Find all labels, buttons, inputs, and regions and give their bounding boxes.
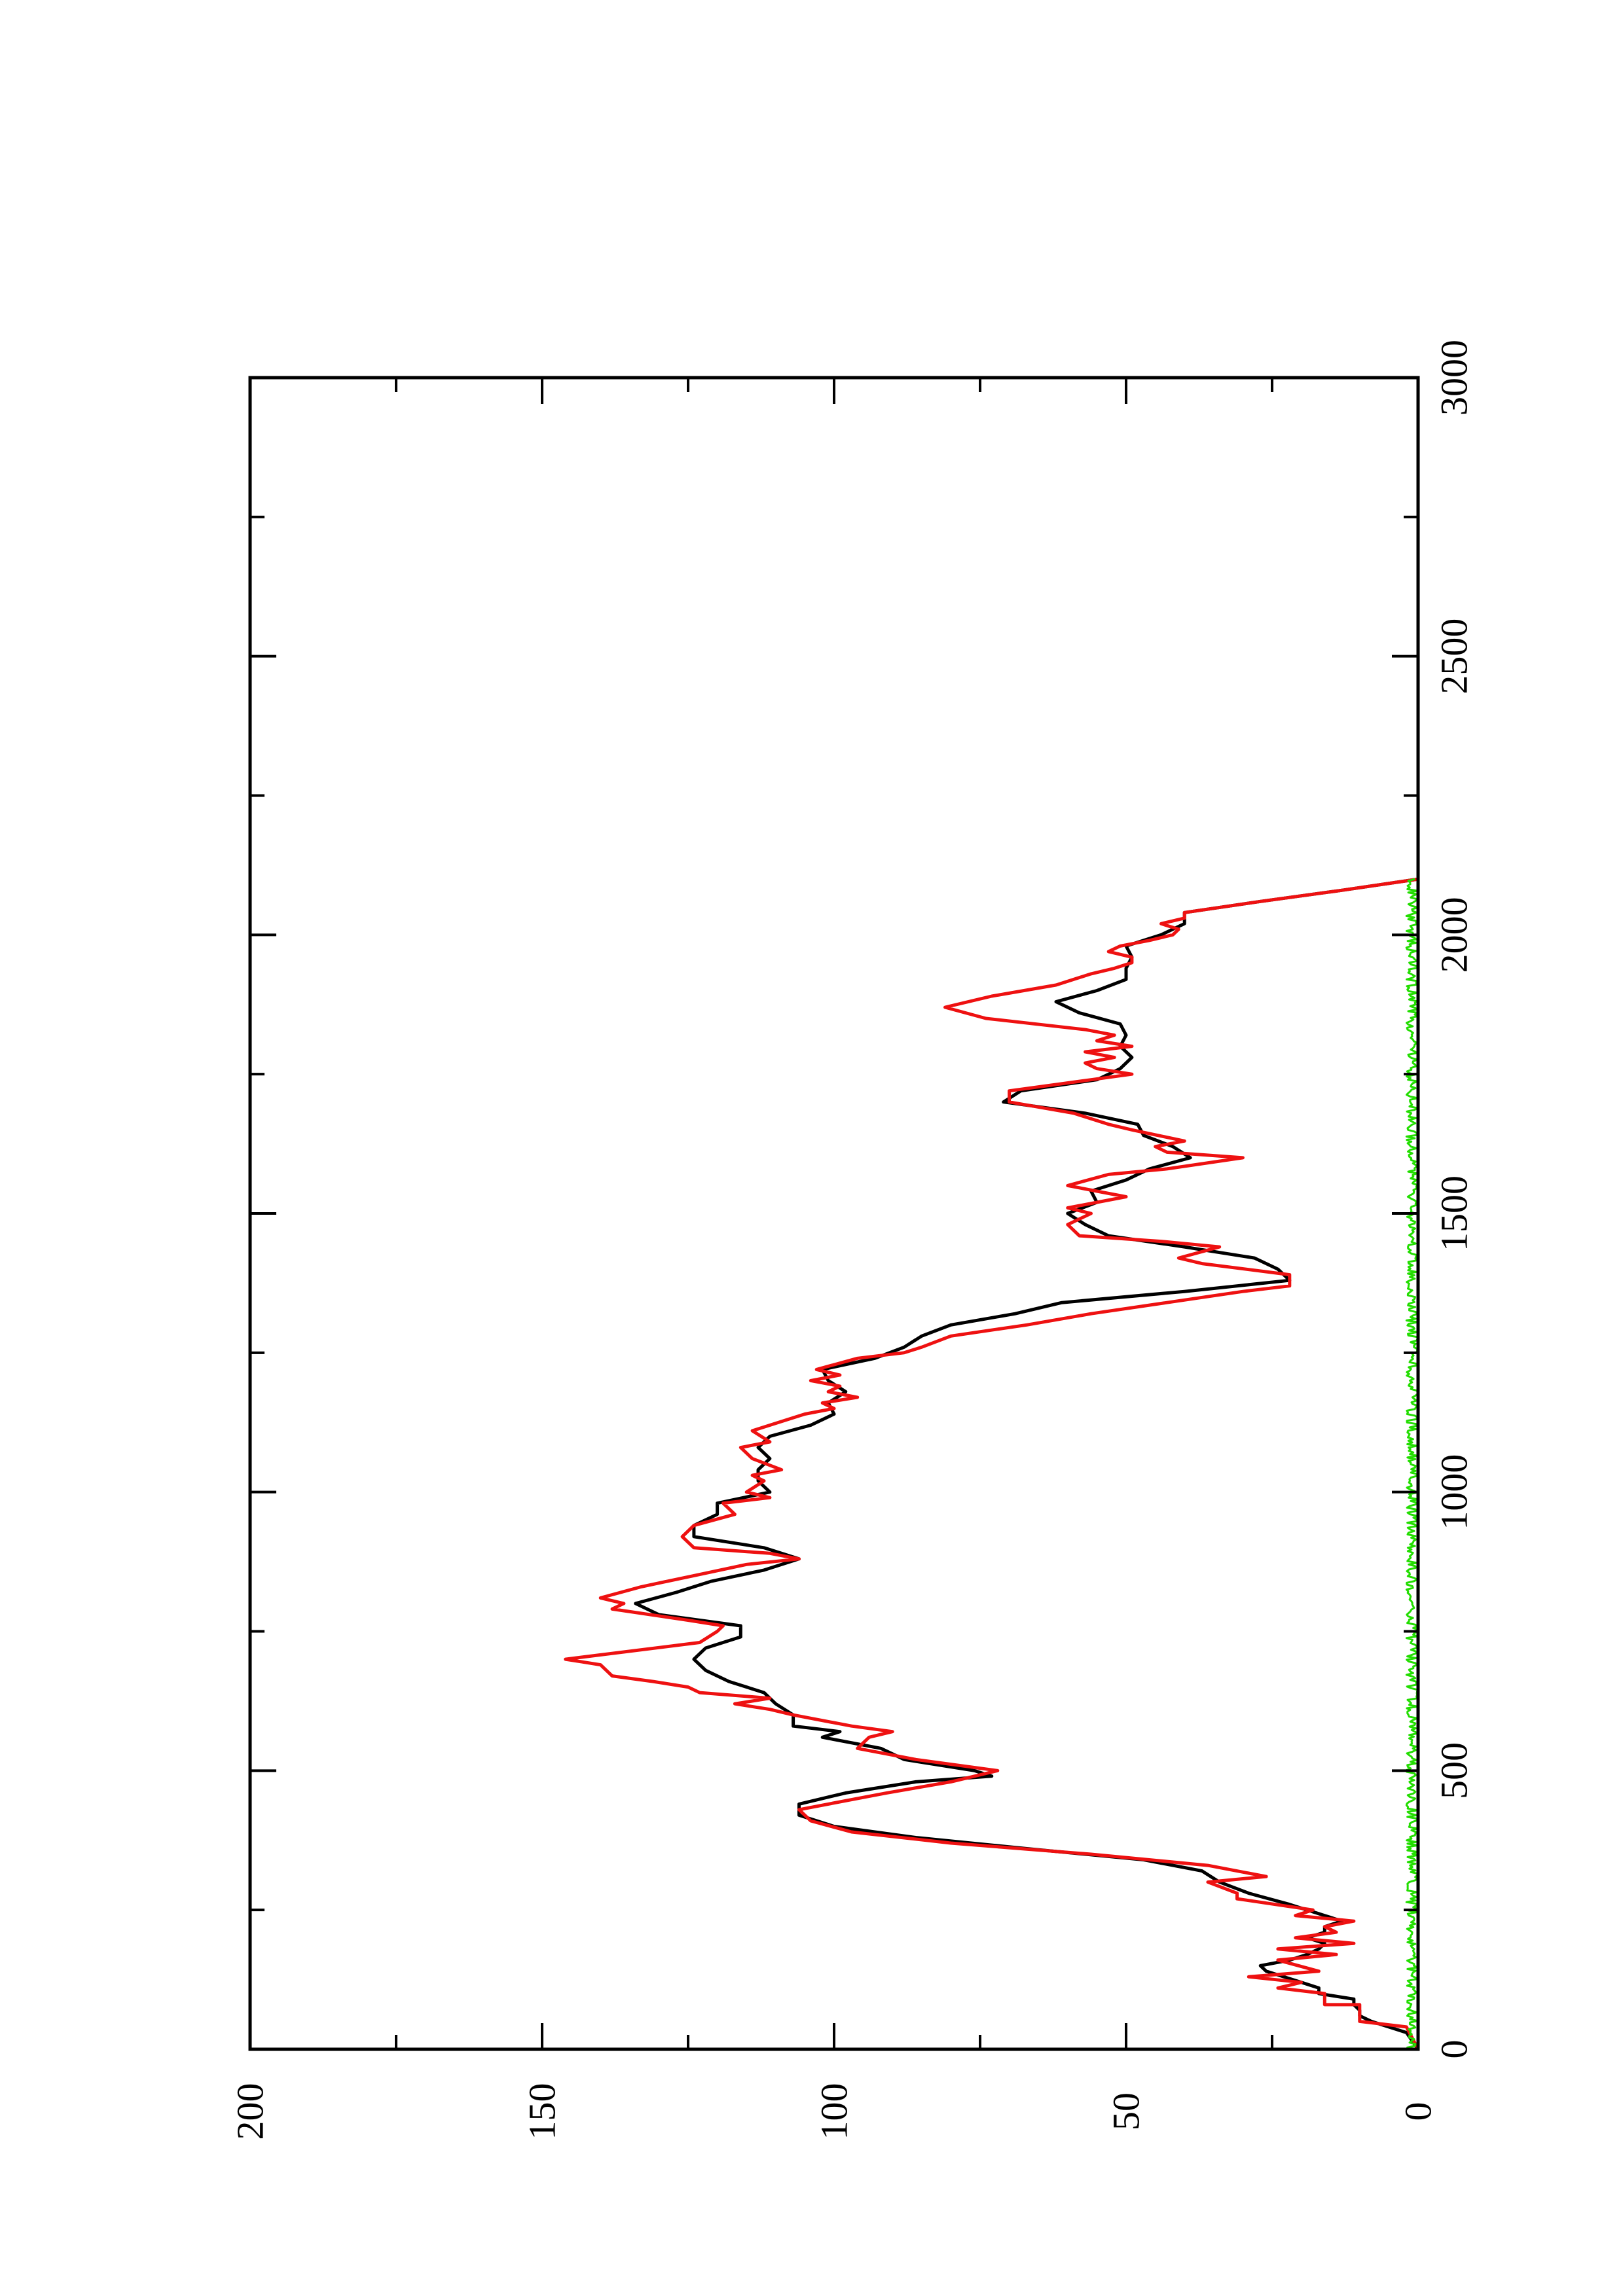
x-tick-label: 3000: [1433, 340, 1476, 416]
x-tick-label: 500: [1433, 1742, 1476, 1799]
plot-area: 0 500 1000 1500 2000 2500 3000 0 50 100 150 200: [229, 340, 1476, 2140]
x-tick-label: 2500: [1433, 619, 1476, 694]
series-line-1: [634, 877, 1420, 2051]
y-tick-label: 50: [1105, 2092, 1148, 2130]
y-tick-label: 200: [229, 2083, 272, 2140]
data-series-layer: [564, 877, 1420, 2051]
y-tick-label: 100: [813, 2083, 856, 2140]
series-line-3: [1405, 878, 1419, 2051]
y-tick-label: 150: [521, 2083, 564, 2140]
series-line-2: [564, 877, 1420, 2051]
x-tick-label: 2000: [1433, 897, 1476, 973]
x-tick-label: 0: [1433, 2040, 1476, 2059]
y-tick-label: 0: [1397, 2102, 1440, 2121]
tick-layer: 0 500 1000 1500 2000 2500 3000 0 50 100 150 200: [229, 340, 1476, 2140]
plot-frame: [248, 376, 1420, 2051]
x-tick-label: 1000: [1433, 1454, 1476, 1530]
x-tick-label: 1500: [1433, 1175, 1476, 1251]
